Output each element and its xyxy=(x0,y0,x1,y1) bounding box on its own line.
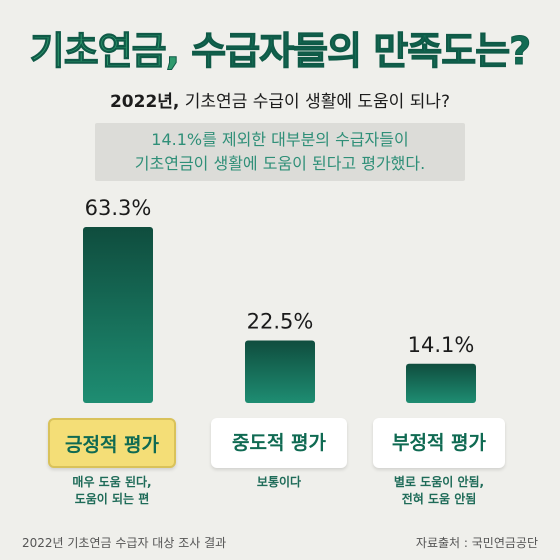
summary-box: 14.1%를 제외한 대부분의 수급자들이 기초연금이 생활에 도움이 된다고 … xyxy=(95,123,465,181)
summary-line-2: 기초연금이 생활에 도움이 된다고 평가했다. xyxy=(134,154,426,173)
description-positive: 매우 도움 된다, 도움이 되는 편 xyxy=(48,474,176,508)
bar-negative xyxy=(406,363,476,403)
description-negative: 별로 도움이 안됨, 전혀 도움 안됨 xyxy=(373,474,505,508)
category-neutral: 중도적 평가 xyxy=(211,418,347,468)
description-neutral: 보통이다 xyxy=(211,474,347,491)
category-negative: 부정적 평가 xyxy=(373,418,505,468)
value-label-negative: 14.1% xyxy=(408,333,475,357)
value-label-positive: 63.3% xyxy=(85,196,152,220)
subtitle-year: 2022년, xyxy=(109,92,180,112)
description-positive-line-2: 도움이 되는 편 xyxy=(74,492,150,506)
summary-line-1: 14.1%를 제외한 대부분의 수급자들이 xyxy=(151,130,409,149)
title-accent: 기초연금, xyxy=(29,29,180,74)
description-positive-line-1: 매우 도움 된다, xyxy=(72,475,152,489)
title-rest: 수급자들의 만족도는? xyxy=(179,29,532,74)
description-negative-line-2: 전혀 도움 안됨 xyxy=(401,492,477,506)
value-label-neutral: 22.5% xyxy=(247,309,314,333)
bar-positive xyxy=(83,227,153,403)
data-source: 자료출처 : 국민연금공단 xyxy=(415,536,538,550)
description-negative-line-1: 별로 도움이 안됨, xyxy=(393,475,485,489)
subtitle-question: 기초연금 수급이 생활에 도움이 되나? xyxy=(179,92,451,112)
page-title: 기초연금, 수급자들의 만족도는? xyxy=(0,26,560,76)
survey-note: 2022년 기초연금 수급자 대상 조사 결과 xyxy=(22,536,227,550)
subtitle: 2022년, 기초연금 수급이 생활에 도움이 되나? xyxy=(0,90,560,114)
description-neutral-line-1: 보통이다 xyxy=(256,475,302,489)
category-positive: 긍정적 평가 xyxy=(48,418,176,468)
bar-neutral xyxy=(245,340,315,403)
